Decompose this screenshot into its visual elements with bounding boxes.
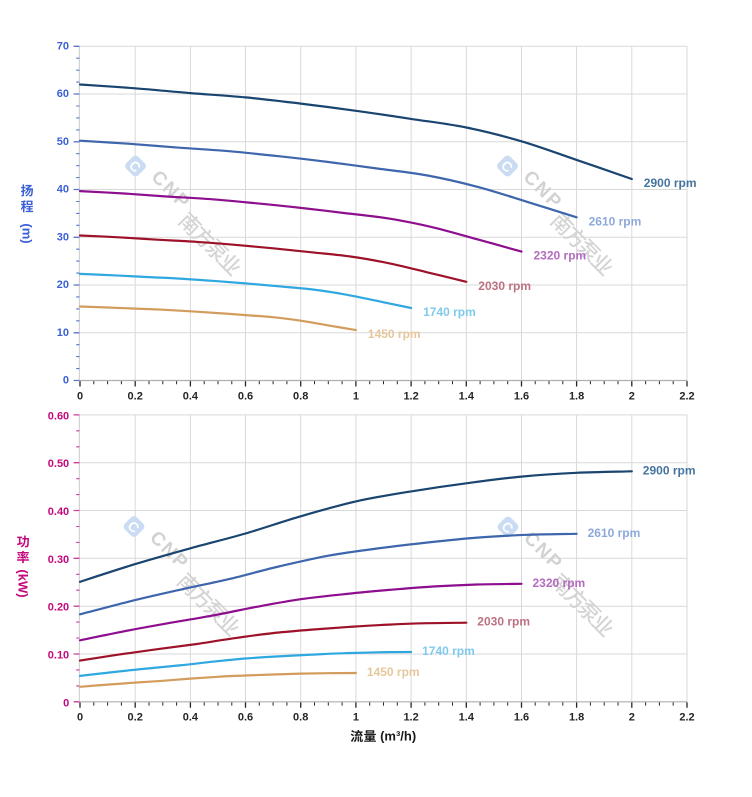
svg-text:1: 1 <box>353 390 359 402</box>
svg-text:1.8: 1.8 <box>569 390 584 402</box>
svg-text:2320 rpm: 2320 rpm <box>533 576 586 590</box>
svg-text:1.2: 1.2 <box>403 711 418 723</box>
svg-text:2030 rpm: 2030 rpm <box>477 615 530 629</box>
svg-text:0.8: 0.8 <box>293 390 308 402</box>
svg-text:0.2: 0.2 <box>128 390 143 402</box>
svg-text:2: 2 <box>629 390 635 402</box>
svg-text:1450 rpm: 1450 rpm <box>367 665 420 679</box>
svg-text:0.10: 0.10 <box>48 650 69 662</box>
svg-text:1740 rpm: 1740 rpm <box>423 305 476 319</box>
svg-text:10: 10 <box>57 327 69 339</box>
svg-text:1450 rpm: 1450 rpm <box>368 327 421 341</box>
svg-text:0.60: 0.60 <box>48 410 69 422</box>
svg-text:0: 0 <box>63 375 69 387</box>
svg-text:0.50: 0.50 <box>48 458 69 470</box>
svg-text:70: 70 <box>57 40 69 52</box>
svg-text:1.6: 1.6 <box>514 711 529 723</box>
svg-text:1740 rpm: 1740 rpm <box>422 644 475 658</box>
svg-text:1.8: 1.8 <box>569 711 584 723</box>
svg-text:0: 0 <box>63 697 69 709</box>
svg-text:0.8: 0.8 <box>293 711 308 723</box>
svg-text:1.4: 1.4 <box>459 390 475 402</box>
svg-text:1.6: 1.6 <box>514 390 529 402</box>
svg-text:2610 rpm: 2610 rpm <box>589 214 642 228</box>
svg-text:40: 40 <box>57 184 69 196</box>
svg-text:(kW): (kW) <box>16 569 31 597</box>
svg-text:2: 2 <box>629 711 635 723</box>
svg-text:2900 rpm: 2900 rpm <box>643 463 696 477</box>
svg-text:0.4: 0.4 <box>183 711 199 723</box>
svg-text:(m³/h): (m³/h) <box>380 729 416 744</box>
svg-text:0.6: 0.6 <box>238 711 253 723</box>
svg-text:2610 rpm: 2610 rpm <box>588 526 641 540</box>
svg-text:60: 60 <box>57 88 69 100</box>
svg-text:0.6: 0.6 <box>238 390 253 402</box>
svg-text:0.30: 0.30 <box>48 554 69 566</box>
svg-text:(m): (m) <box>20 223 35 243</box>
svg-text:20: 20 <box>57 279 69 291</box>
svg-text:0.2: 0.2 <box>128 711 143 723</box>
svg-text:0.40: 0.40 <box>48 506 69 518</box>
svg-text:1: 1 <box>353 711 359 723</box>
svg-text:0.20: 0.20 <box>48 602 69 614</box>
svg-text:1.4: 1.4 <box>459 711 475 723</box>
svg-text:2.2: 2.2 <box>679 711 694 723</box>
svg-text:2.2: 2.2 <box>679 390 694 402</box>
svg-text:1.2: 1.2 <box>403 390 418 402</box>
svg-text:2320 rpm: 2320 rpm <box>534 249 587 263</box>
svg-text:0: 0 <box>77 390 83 402</box>
svg-text:0.4: 0.4 <box>183 390 199 402</box>
svg-text:2030 rpm: 2030 rpm <box>478 279 531 293</box>
svg-text:50: 50 <box>57 136 69 148</box>
svg-text:30: 30 <box>57 231 69 243</box>
svg-text:2900 rpm: 2900 rpm <box>644 176 697 190</box>
svg-text:0: 0 <box>77 711 83 723</box>
